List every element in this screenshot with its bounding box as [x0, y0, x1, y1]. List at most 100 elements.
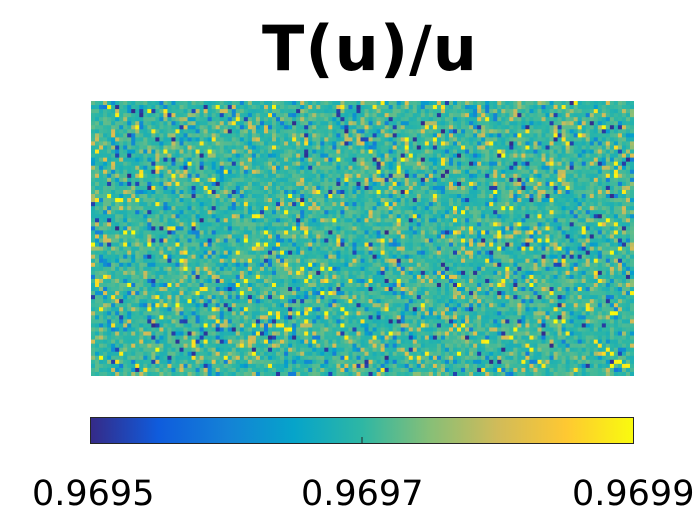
heatmap-cell	[408, 109, 414, 114]
heatmap-cell	[605, 101, 611, 106]
heatmap-cell	[384, 161, 390, 167]
heatmap-cell	[509, 230, 514, 235]
heatmap-cell	[360, 121, 365, 126]
heatmap-cell	[553, 238, 558, 243]
heatmap-cell	[477, 141, 482, 146]
heatmap-cell	[577, 198, 583, 203]
heatmap-cell	[412, 117, 418, 122]
heatmap-cell	[115, 177, 120, 183]
heatmap-cell	[219, 121, 225, 126]
heatmap-cell	[521, 210, 526, 215]
heatmap-cell	[388, 109, 394, 114]
heatmap-cell	[589, 173, 595, 179]
heatmap-cell	[557, 117, 562, 122]
heatmap-cell	[461, 129, 466, 134]
heatmap-cell	[163, 206, 168, 211]
heatmap-cell	[565, 246, 571, 252]
heatmap-cell	[155, 238, 160, 243]
heatmap-cell	[473, 133, 478, 138]
heatmap-cell	[103, 169, 108, 175]
heatmap-cell	[372, 242, 377, 247]
heatmap-cell	[428, 165, 434, 171]
heatmap-cell	[135, 169, 140, 175]
heatmap-cell	[400, 105, 406, 110]
heatmap-cell	[557, 198, 562, 203]
heatmap-cell	[453, 202, 458, 207]
heatmap-cell	[380, 214, 386, 219]
heatmap-cell	[525, 125, 530, 130]
heatmap-cell	[147, 129, 152, 134]
heatmap-cell	[448, 121, 454, 126]
heatmap-cell	[461, 189, 466, 195]
heatmap-cell	[111, 101, 116, 106]
heatmap-cell	[609, 113, 615, 118]
heatmap-cell	[392, 230, 398, 235]
heatmap-cell	[529, 226, 534, 231]
heatmap-cell	[364, 137, 369, 142]
heatmap-cell	[91, 214, 96, 219]
heatmap-cell	[267, 198, 273, 203]
heatmap-cell	[513, 141, 518, 146]
heatmap-cell	[239, 210, 245, 215]
heatmap-cell	[263, 129, 269, 134]
heatmap-cell	[259, 222, 265, 227]
heatmap-cell	[296, 149, 301, 154]
heatmap-cell	[533, 145, 538, 150]
heatmap-cell	[597, 210, 603, 215]
heatmap-cell	[489, 113, 494, 118]
heatmap-cell	[95, 230, 100, 235]
heatmap-cell	[99, 149, 104, 154]
heatmap-cell	[589, 198, 595, 203]
heatmap-cell	[304, 173, 309, 179]
heatmap-cell	[461, 133, 466, 138]
heatmap-cell	[593, 125, 599, 130]
heatmap-cell	[605, 113, 611, 118]
heatmap-cell	[388, 210, 394, 215]
heatmap-cell	[267, 206, 273, 211]
heatmap-cell	[127, 242, 132, 247]
heatmap-cell	[179, 109, 184, 114]
heatmap-cell	[324, 238, 329, 243]
heatmap-cell	[545, 113, 550, 118]
heatmap-cell	[127, 133, 132, 138]
heatmap-cell	[473, 177, 478, 183]
heatmap-cell	[163, 121, 168, 126]
heatmap-cell	[396, 121, 402, 126]
heatmap-cell	[243, 161, 249, 167]
heatmap-cell	[621, 230, 627, 235]
heatmap-cell	[123, 141, 128, 146]
heatmap-cell	[360, 169, 365, 175]
heatmap-cell	[231, 137, 237, 142]
heatmap-cell	[412, 169, 418, 175]
heatmap-cell	[316, 121, 321, 126]
heatmap-cell	[280, 202, 285, 207]
heatmap-cell	[292, 242, 297, 247]
heatmap-cell	[384, 121, 390, 126]
heatmap-cell	[440, 222, 446, 227]
heatmap-cell	[541, 210, 546, 215]
heatmap-cell	[573, 157, 579, 163]
heatmap-cell	[424, 181, 430, 187]
heatmap-cell	[432, 125, 438, 130]
heatmap-cell	[609, 185, 615, 191]
heatmap-cell	[501, 129, 506, 134]
heatmap-cell	[139, 181, 144, 187]
heatmap-cell	[513, 113, 518, 118]
heatmap-cell	[328, 238, 333, 243]
heatmap-cell	[171, 242, 176, 247]
heatmap-cell	[368, 109, 373, 114]
heatmap-cell	[493, 133, 498, 138]
heatmap-cell	[549, 137, 554, 142]
heatmap-cell	[147, 125, 152, 130]
heatmap-cell	[621, 117, 627, 122]
heatmap-cell	[267, 226, 273, 231]
heatmap-cell	[344, 165, 349, 171]
heatmap-cell	[493, 246, 498, 252]
heatmap-cell	[215, 137, 221, 142]
heatmap-cell	[505, 210, 510, 215]
heatmap-cell	[392, 125, 398, 130]
heatmap-cell	[103, 101, 108, 106]
heatmap-cell	[416, 214, 422, 219]
heatmap-cell	[207, 101, 213, 106]
heatmap-cell	[597, 105, 603, 110]
